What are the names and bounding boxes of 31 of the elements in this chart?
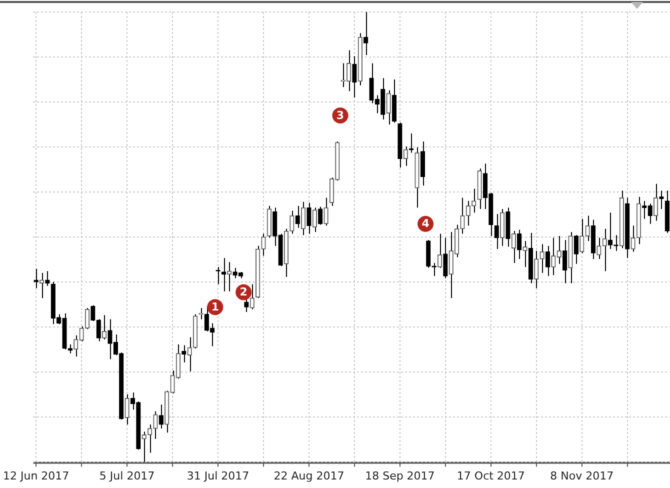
x-tick-label: 12 Jun 2017 [3, 469, 70, 482]
candlestick [295, 205, 300, 228]
annotation: 4 [422, 217, 430, 230]
candlestick [494, 213, 499, 250]
candlestick [364, 12, 368, 56]
candlestick [545, 245, 550, 277]
annotation: 3 [336, 108, 344, 122]
candlestick [352, 56, 357, 98]
candlestick [158, 404, 164, 430]
x-tick-label: 17 Oct 2017 [456, 469, 525, 482]
candlestick [221, 258, 226, 292]
candlestick [261, 233, 266, 256]
annotation: 2 [240, 286, 248, 299]
candlestick [306, 202, 312, 234]
candlestick [562, 240, 568, 284]
x-tick-label: 31 Jul 2017 [186, 469, 250, 482]
candlestick [34, 268, 38, 289]
x-tick-label: 5 Jul 2017 [99, 469, 155, 482]
annotation: 1 [211, 300, 219, 314]
candlestick [420, 141, 426, 186]
x-tick-label: 18 Sep 2017 [365, 469, 435, 482]
candlestick [443, 237, 448, 279]
candlestick [608, 212, 613, 250]
candlestick [517, 229, 522, 260]
candlestick [574, 234, 579, 264]
candlestick [244, 298, 249, 313]
candlestick [318, 206, 323, 226]
candlestick [45, 270, 50, 286]
x-tick-label: 22 Aug 2017 [274, 469, 344, 482]
candlestick [614, 234, 618, 252]
x-tick-label: 8 Nov 2017 [550, 469, 614, 482]
